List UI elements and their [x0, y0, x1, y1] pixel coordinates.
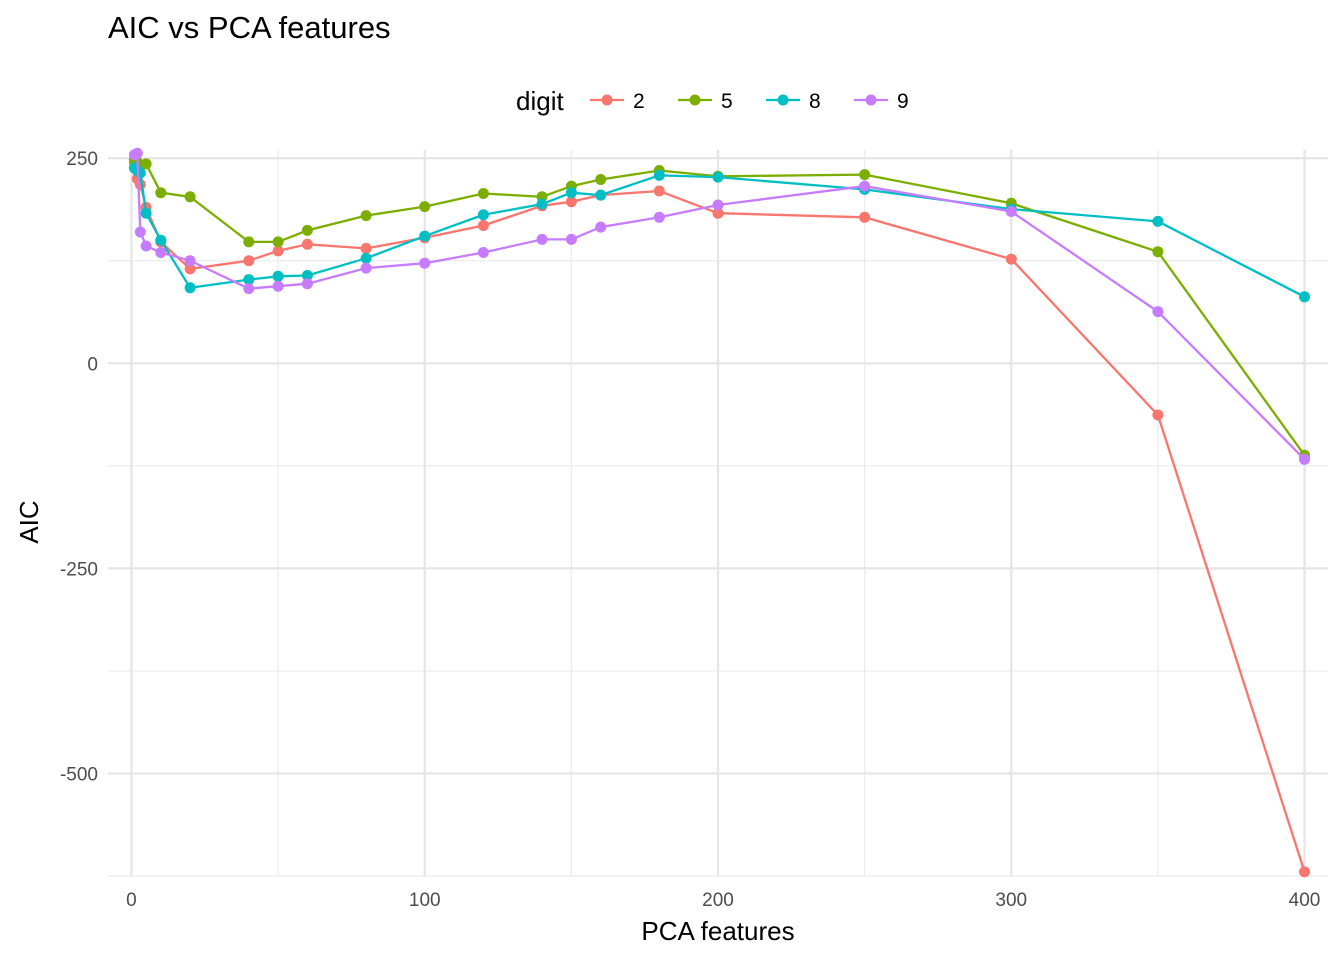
data-point — [301, 238, 313, 250]
x-axis-label: PCA features — [641, 916, 794, 946]
data-point — [1299, 453, 1310, 465]
data-point — [184, 263, 196, 275]
data-point — [155, 247, 167, 258]
data-point — [653, 169, 665, 181]
y-tick-label: -500 — [60, 764, 98, 785]
data-point — [184, 282, 196, 294]
legend-item-9: 9 — [854, 90, 909, 113]
legend-item-8: 8 — [766, 90, 821, 113]
data-point — [1152, 215, 1164, 227]
y-tick-label: 250 — [66, 149, 98, 170]
x-tick-label: 400 — [1289, 890, 1321, 911]
data-point — [360, 210, 372, 222]
series-2 — [128, 156, 1310, 878]
data-point — [243, 283, 255, 295]
legend-label: 2 — [633, 90, 645, 113]
x-tick-label: 100 — [409, 890, 441, 911]
legend-key-point — [865, 94, 877, 106]
data-point — [360, 252, 372, 264]
data-point — [1152, 409, 1164, 421]
legend-key-point — [777, 94, 789, 106]
chart-title: AIC vs PCA features — [108, 10, 391, 45]
y-tick-label: -250 — [60, 559, 98, 580]
data-point — [565, 196, 577, 208]
data-point — [272, 270, 284, 282]
data-point — [184, 255, 196, 267]
data-point — [595, 221, 607, 233]
series-line — [133, 162, 1306, 873]
series-9 — [128, 147, 1310, 465]
data-point — [536, 198, 548, 210]
data-point — [712, 171, 724, 183]
data-point — [272, 280, 284, 292]
data-point — [134, 226, 146, 238]
data-point — [243, 255, 255, 267]
x-tick-label: 200 — [702, 890, 734, 911]
data-point — [419, 230, 431, 242]
data-point — [419, 257, 431, 269]
x-tick-label: 300 — [995, 890, 1027, 911]
data-point — [243, 236, 255, 248]
legend-item-5: 5 — [678, 90, 733, 113]
y-tick-label: 0 — [87, 354, 98, 375]
data-point — [301, 224, 313, 236]
data-point — [653, 211, 665, 223]
data-point — [1005, 206, 1017, 217]
y-axis-label: AIC — [14, 500, 44, 543]
data-point — [595, 189, 607, 201]
data-point — [565, 233, 577, 245]
legend-key-point — [601, 94, 613, 106]
data-point — [419, 201, 431, 213]
data-point — [272, 245, 284, 257]
data-point — [155, 187, 167, 199]
legend-item-2: 2 — [590, 90, 645, 113]
legend: digit 2 5 8 9 — [516, 86, 909, 116]
data-point — [859, 211, 871, 223]
data-point — [712, 207, 724, 219]
data-point — [477, 220, 489, 231]
data-point — [243, 274, 255, 286]
data-point — [301, 278, 313, 290]
data-point — [131, 147, 143, 159]
data-point — [859, 180, 871, 192]
data-point — [1152, 246, 1164, 258]
data-point — [360, 262, 372, 274]
legend-label: 5 — [721, 90, 733, 113]
grid — [108, 150, 1328, 877]
data-point — [134, 167, 146, 179]
data-point — [1299, 291, 1310, 303]
series-layer — [128, 147, 1310, 878]
data-point — [565, 187, 577, 199]
data-point — [1005, 253, 1017, 265]
legend-label: 8 — [809, 90, 821, 113]
data-point — [1299, 866, 1310, 878]
data-point — [477, 209, 489, 221]
data-point — [272, 236, 284, 248]
data-point — [1152, 306, 1164, 318]
series-line — [133, 151, 1306, 461]
data-point — [653, 185, 665, 197]
data-point — [301, 270, 313, 281]
data-point — [360, 242, 372, 254]
data-point — [155, 234, 167, 246]
data-point — [184, 191, 196, 203]
data-point — [140, 158, 152, 170]
data-point — [140, 240, 152, 252]
legend-key-point — [689, 94, 701, 106]
data-point — [477, 188, 489, 199]
legend-label: 9 — [897, 90, 909, 113]
data-point — [140, 207, 152, 219]
data-point — [477, 247, 489, 258]
data-point — [712, 199, 724, 211]
axis-tick-labels: 0 100 200 300 400 250 0 -250 -500 — [60, 149, 1320, 911]
data-point — [859, 169, 871, 181]
data-point — [595, 174, 607, 185]
x-tick-label: 0 — [126, 890, 137, 911]
legend-title: digit — [516, 86, 564, 116]
data-point — [536, 233, 548, 245]
